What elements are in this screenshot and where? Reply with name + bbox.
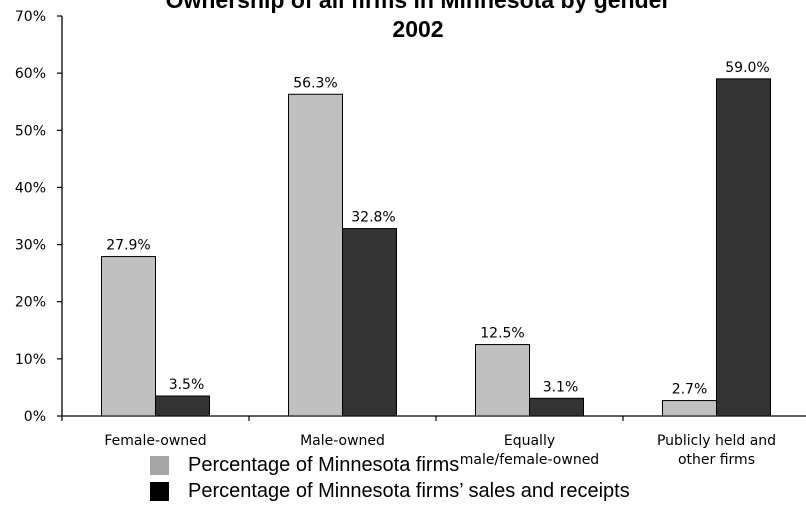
category-label: male/female-owned — [460, 452, 599, 468]
category-label: Equally — [504, 433, 555, 449]
category-label: Female-owned — [104, 433, 206, 449]
data-labels: 27.9% 3.5% 56.3% 32.8% 12.5% 3.1% 2.7% 59.0% — [106, 60, 769, 398]
chart-title-line-2: 2002 — [392, 16, 443, 42]
y-tick-label: 10% — [15, 352, 46, 368]
category-labels: Female-owned Male-owned Equally male/female… — [104, 433, 776, 468]
bar-firms — [662, 400, 717, 417]
chart-title-line-1: Ownership of all firms in Minnesota by g… — [166, 0, 671, 13]
category-label: Male-owned — [300, 433, 385, 449]
data-label: 27.9% — [106, 238, 150, 254]
y-tick-label: 60% — [15, 66, 46, 82]
category-label: other firms — [678, 452, 755, 468]
bar-sales — [155, 395, 210, 417]
data-label: 32.8% — [351, 210, 395, 226]
legend-label-firms: Percentage of Minnesota firms — [188, 453, 460, 476]
bar-sales — [716, 78, 771, 417]
y-tick-label: 70% — [15, 9, 46, 25]
legend-item-firms: Percentage of Minnesota firms — [150, 452, 630, 478]
bar-sales — [529, 397, 584, 417]
bars — [101, 78, 771, 417]
legend: Percentage of Minnesota firms Percentage… — [150, 452, 630, 504]
y-tick-label: 40% — [15, 180, 46, 196]
y-tick-label: 30% — [15, 238, 46, 254]
bar-sales — [342, 228, 397, 417]
y-tick-label: 50% — [15, 123, 46, 139]
data-label: 2.7% — [672, 382, 708, 398]
legend-item-sales: Percentage of Minnesota firms’ sales and… — [150, 478, 630, 504]
category-label: Publicly held and — [657, 433, 776, 449]
bar-firms — [288, 93, 343, 417]
data-label: 3.1% — [543, 379, 579, 395]
data-label: 59.0% — [725, 60, 769, 76]
y-tick-label: 20% — [15, 295, 46, 311]
bar-firms — [475, 344, 530, 417]
data-label: 56.3% — [293, 75, 337, 91]
legend-swatch-sales — [150, 481, 169, 501]
data-label: 12.5% — [480, 326, 524, 342]
chart-title: Ownership of all firms in Minnesota by g… — [166, 0, 671, 42]
legend-label-sales: Percentage of Minnesota firms’ sales and… — [188, 479, 630, 502]
data-label: 3.5% — [169, 377, 205, 393]
legend-swatch-firms — [150, 455, 169, 475]
bar-firms — [101, 256, 156, 417]
y-tick-label: 0% — [24, 409, 46, 425]
